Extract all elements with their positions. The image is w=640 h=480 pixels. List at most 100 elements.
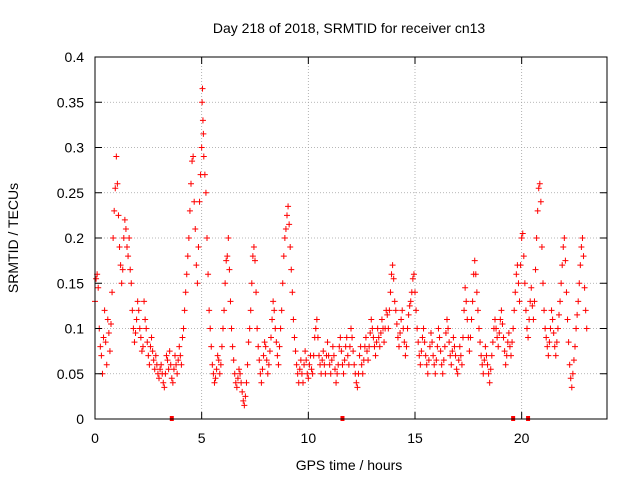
data-point (566, 361, 573, 368)
data-point (495, 343, 502, 350)
data-point (362, 334, 369, 341)
x-tick-label: 15 (407, 430, 423, 446)
data-point (576, 280, 583, 287)
data-point (172, 352, 178, 359)
data-point (582, 307, 589, 314)
data-point (204, 235, 210, 241)
data-point (346, 343, 353, 350)
data-point (116, 244, 123, 251)
data-point (483, 352, 490, 359)
data-point (375, 334, 382, 341)
data-point (563, 289, 570, 296)
data-point (519, 230, 526, 237)
data-point (532, 266, 539, 273)
data-point (515, 280, 522, 287)
data-point (176, 343, 183, 350)
data-point (165, 366, 172, 373)
data-point (423, 361, 430, 368)
x-tick-label: 5 (198, 430, 206, 446)
data-point (575, 298, 582, 305)
data-point (221, 307, 228, 314)
data-point (436, 334, 443, 341)
data-point (369, 325, 376, 332)
data-point (389, 262, 396, 269)
data-point (117, 262, 124, 269)
data-point (422, 352, 429, 359)
data-point (456, 343, 463, 350)
data-point (445, 325, 452, 332)
y-tick-label: 0.3 (65, 140, 85, 156)
data-point (194, 280, 201, 287)
data-point (412, 289, 418, 296)
data-point (213, 366, 220, 373)
data-point (211, 379, 218, 386)
data-point (341, 357, 348, 364)
data-point (498, 307, 505, 314)
data-point (545, 352, 552, 359)
data-point (158, 361, 165, 368)
data-point (377, 330, 384, 337)
data-point (125, 253, 132, 260)
data-point (537, 198, 544, 205)
data-point (296, 366, 303, 373)
data-point (133, 316, 140, 323)
data-point (567, 375, 574, 382)
data-point (531, 298, 538, 305)
data-point (236, 366, 242, 373)
data-point (141, 298, 148, 305)
x-tick-labels: 0 5 10 15 20 (91, 430, 530, 446)
data-point (173, 361, 180, 368)
data-point (201, 171, 208, 178)
data-point (559, 262, 566, 269)
data-point (272, 325, 279, 332)
data-point (124, 244, 130, 251)
data-point (371, 343, 378, 350)
y-tick-labels: 0 0.05 0.1 0.15 0.2 0.25 0.3 0.35 0.4 (57, 49, 84, 427)
data-point (255, 343, 262, 350)
data-point (530, 316, 537, 323)
data-point (131, 339, 138, 346)
data-point (163, 352, 170, 359)
data-point (473, 289, 480, 296)
data-point (438, 361, 445, 368)
data-point (506, 343, 513, 350)
data-point (333, 379, 340, 386)
data-point (114, 180, 121, 187)
data-point (540, 280, 546, 287)
data-point (403, 343, 410, 350)
data-point (190, 153, 197, 160)
data-point (196, 198, 203, 205)
data-point (297, 357, 304, 364)
data-point (500, 334, 507, 341)
data-point (136, 325, 143, 332)
data-point (310, 352, 317, 359)
data-point (95, 284, 102, 291)
data-point (220, 325, 226, 332)
data-point (384, 311, 391, 318)
data-point (546, 339, 553, 346)
data-point (312, 325, 319, 332)
data-point (440, 357, 447, 364)
data-point (186, 207, 193, 214)
data-point (417, 361, 424, 368)
data-point (143, 325, 150, 332)
data-point (301, 361, 308, 368)
data-point (396, 343, 402, 350)
data-point (407, 298, 414, 305)
data-point (195, 244, 202, 251)
data-point (156, 375, 162, 382)
data-point (336, 343, 343, 350)
data-point (110, 235, 117, 241)
data-point (578, 244, 585, 251)
data-point (234, 375, 241, 382)
data-point (228, 325, 235, 332)
data-point (135, 307, 142, 314)
y-tick-label: 0.2 (65, 230, 85, 246)
data-point (122, 225, 129, 232)
data-point (202, 189, 209, 196)
data-point (345, 361, 352, 368)
data-point (293, 361, 300, 368)
data-point (192, 225, 199, 232)
data-point (391, 298, 398, 305)
data-point (433, 357, 440, 364)
